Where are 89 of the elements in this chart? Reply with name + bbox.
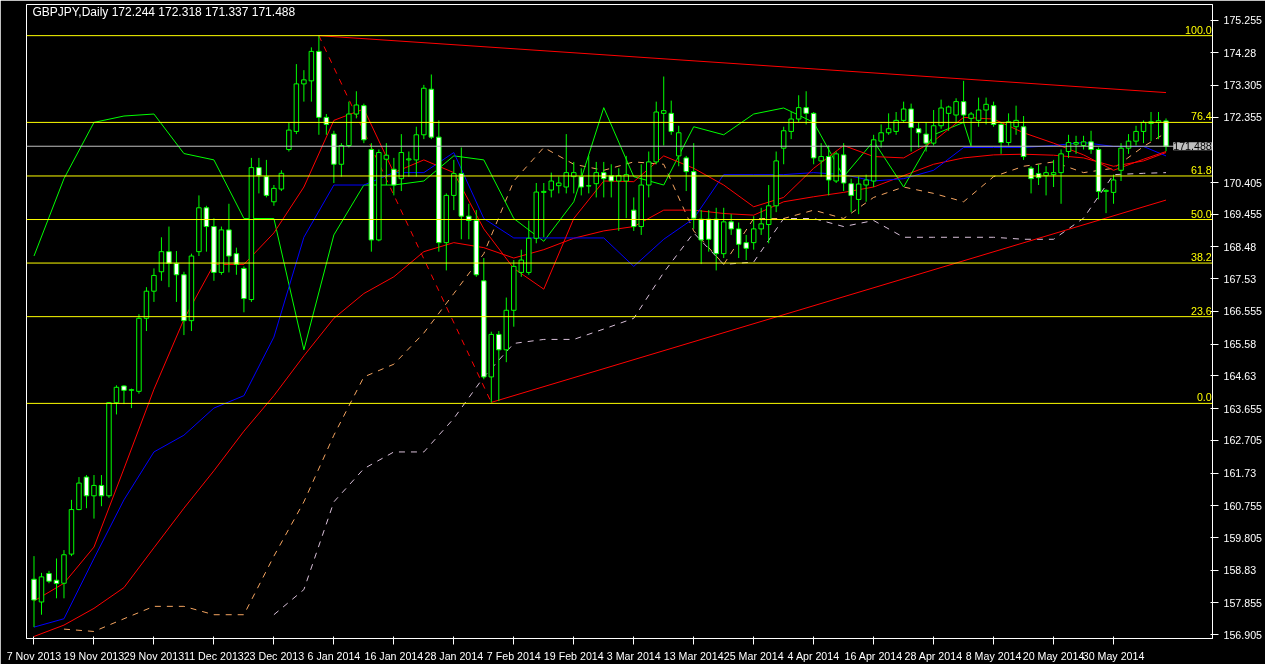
y-tick-label: 163.655 bbox=[1223, 402, 1263, 415]
candlestick bbox=[353, 90, 360, 119]
y-tick-label: 165.58 bbox=[1223, 338, 1257, 351]
x-tick-label: 19 Feb 2014 bbox=[543, 649, 604, 662]
candlestick bbox=[121, 384, 127, 405]
candlestick bbox=[1088, 130, 1094, 155]
candlestick bbox=[256, 157, 262, 194]
candlestick bbox=[548, 172, 555, 198]
candlestick bbox=[151, 267, 157, 303]
annotation: 38.2 bbox=[1191, 251, 1212, 264]
candlestick bbox=[668, 100, 674, 136]
candlestick bbox=[593, 161, 600, 198]
annotation: 76.4 bbox=[1191, 110, 1212, 123]
candlestick bbox=[923, 121, 929, 153]
candlestick bbox=[1013, 105, 1019, 136]
x-tick-label: 29 Nov 2013 bbox=[123, 649, 185, 662]
candlestick bbox=[660, 76, 667, 146]
candlestick bbox=[1073, 135, 1079, 155]
y-tick-label: 175.255 bbox=[1223, 14, 1263, 27]
annotation: 50.0 bbox=[1191, 207, 1212, 220]
y-tick-label: 168.48 bbox=[1223, 240, 1257, 253]
candlestick bbox=[938, 99, 944, 130]
y-tick-label: 173.305 bbox=[1223, 79, 1263, 92]
candlestick bbox=[975, 97, 982, 128]
candlestick bbox=[263, 159, 270, 198]
x-tick-label: 16 Jan 2014 bbox=[364, 649, 424, 662]
candlestick bbox=[998, 121, 1004, 155]
y-tick-label: 172.355 bbox=[1223, 111, 1263, 124]
candlestick bbox=[1103, 188, 1109, 214]
x-tick-label: 28 Apr 2014 bbox=[904, 649, 963, 662]
candlestick bbox=[750, 215, 757, 251]
ref-line-label: 171.488 bbox=[1173, 140, 1212, 153]
candlestick bbox=[31, 555, 37, 628]
y-tick-label: 169.455 bbox=[1223, 208, 1263, 221]
y-tick-label: 162.705 bbox=[1223, 434, 1263, 447]
candlestick bbox=[983, 97, 989, 125]
x-tick-label: 4 Apr 2014 bbox=[787, 649, 840, 662]
x-tick-label: 3 Mar 2014 bbox=[606, 649, 661, 662]
y-tick-label: 166.555 bbox=[1223, 305, 1263, 318]
y-tick-label: 160.755 bbox=[1223, 499, 1263, 512]
x-tick-label: 7 Nov 2013 bbox=[6, 649, 62, 662]
y-tick-label: 157.855 bbox=[1223, 596, 1263, 609]
x-tick-label: 30 May 2014 bbox=[1082, 649, 1145, 662]
y-tick-label: 158.83 bbox=[1223, 564, 1257, 577]
y-tick-label: 164.63 bbox=[1223, 369, 1257, 382]
candlestick bbox=[1110, 174, 1117, 205]
candlestick bbox=[698, 209, 704, 265]
y-tick-label: 174.28 bbox=[1223, 46, 1257, 59]
candlestick bbox=[758, 207, 764, 236]
candlestick bbox=[91, 474, 97, 520]
annotation: 100.0 bbox=[1185, 23, 1212, 36]
y-tick-label: 159.805 bbox=[1223, 531, 1263, 544]
candlestick bbox=[578, 167, 585, 196]
chart-title: GBPJPY,Daily 172.244 172.318 171.337 171.488 bbox=[32, 4, 296, 19]
x-tick-label: 6 Jan 2014 bbox=[307, 649, 361, 662]
candlestick bbox=[645, 151, 652, 198]
candlestick bbox=[166, 226, 172, 288]
x-tick-label: 13 Mar 2014 bbox=[663, 649, 724, 662]
candlestick bbox=[1133, 125, 1139, 146]
candlestick bbox=[848, 178, 854, 213]
x-tick-label: 8 May 2014 bbox=[965, 649, 1022, 662]
candlestick bbox=[683, 155, 689, 192]
candlestick bbox=[113, 384, 120, 415]
y-tick-label: 161.73 bbox=[1223, 467, 1257, 480]
x-tick-label: 28 Jan 2014 bbox=[424, 649, 484, 662]
annotation: 61.8 bbox=[1191, 163, 1212, 176]
candlestick bbox=[1050, 159, 1057, 188]
x-tick-label: 11 Dec 2013 bbox=[184, 649, 244, 662]
x-tick-label: 23 Dec 2013 bbox=[243, 649, 305, 662]
x-tick-label: 20 May 2014 bbox=[1022, 649, 1085, 662]
candlestick bbox=[675, 125, 682, 167]
line-series bbox=[273, 172, 1167, 616]
candlestick bbox=[541, 182, 547, 238]
candlestick bbox=[765, 184, 772, 244]
x-tick-label: 25 Mar 2014 bbox=[723, 649, 784, 662]
candlestick bbox=[1125, 133, 1132, 155]
x-tick-label: 19 Nov 2013 bbox=[63, 649, 125, 662]
candlestick bbox=[1118, 142, 1124, 182]
y-tick-label: 167.53 bbox=[1223, 272, 1257, 285]
candlestick bbox=[915, 121, 922, 149]
y-tick-label: 170.405 bbox=[1223, 176, 1263, 189]
candlestick bbox=[83, 474, 90, 509]
candlestick bbox=[586, 155, 592, 194]
candlestick bbox=[1058, 149, 1064, 205]
annotation: 23.6 bbox=[1191, 304, 1212, 317]
x-tick-label: 16 Apr 2014 bbox=[844, 649, 903, 662]
x-tick-label: 7 Feb 2014 bbox=[486, 649, 541, 662]
y-tick-label: 156.905 bbox=[1223, 628, 1263, 641]
annotation: 0.0 bbox=[1196, 391, 1212, 404]
